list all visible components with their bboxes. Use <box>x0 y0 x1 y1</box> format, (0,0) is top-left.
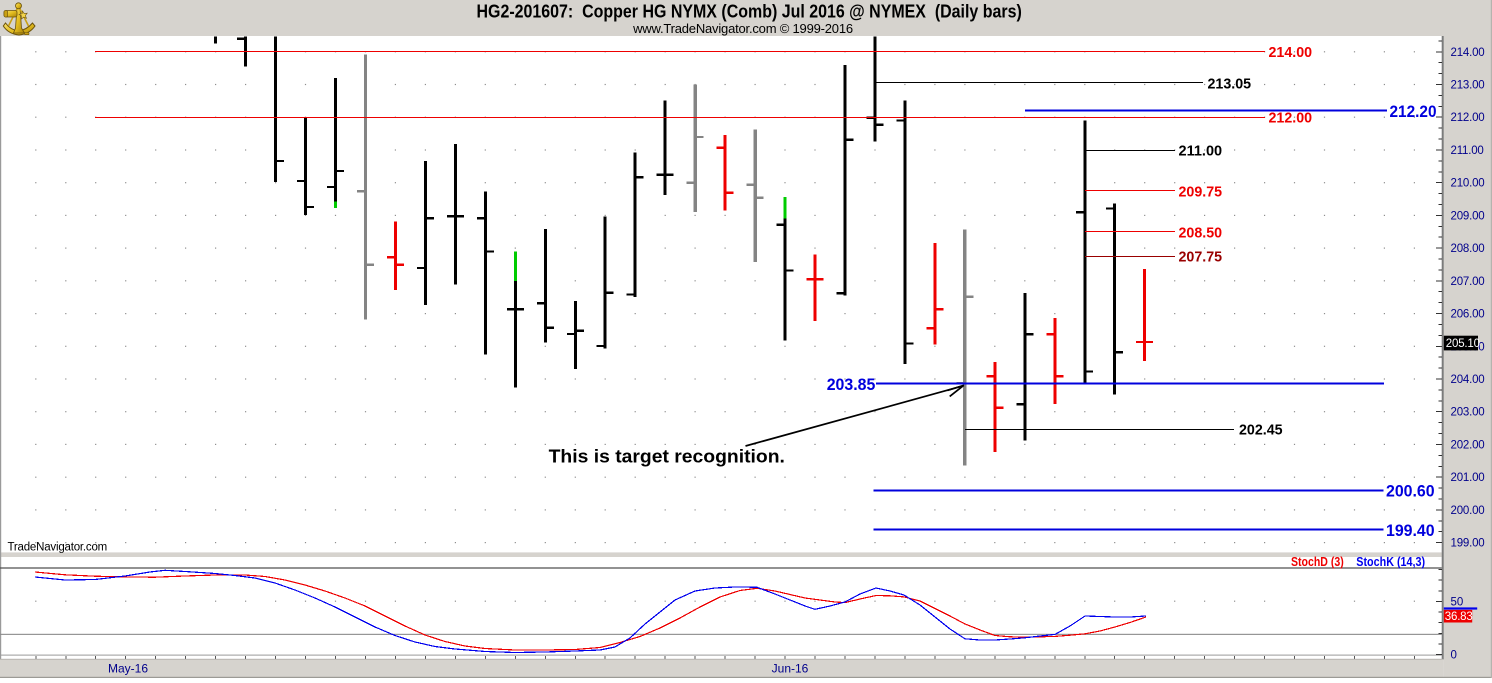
svg-text:HG2-201607: Copper HG NYMX (C: HG2-201607: Copper HG NYMX (Comb) Jul 20… <box>477 1 1022 22</box>
svg-text:Jun-16: Jun-16 <box>772 662 809 676</box>
svg-text:210.00: 210.00 <box>1451 178 1485 190</box>
svg-text:201.00: 201.00 <box>1451 472 1485 484</box>
svg-text:212.00: 212.00 <box>1269 110 1313 127</box>
svg-text:StochD (3): StochD (3) <box>1291 555 1344 569</box>
svg-text:200.00: 200.00 <box>1451 505 1485 517</box>
svg-text:214.00: 214.00 <box>1451 47 1485 59</box>
svg-text:This is target recognition.: This is target recognition. <box>549 447 785 467</box>
svg-text:205.10: 205.10 <box>1446 338 1480 350</box>
svg-text:214.00: 214.00 <box>1269 44 1313 61</box>
svg-text:208.50: 208.50 <box>1179 224 1223 241</box>
svg-text:203.00: 203.00 <box>1451 407 1485 419</box>
svg-text:213.00: 213.00 <box>1451 80 1485 92</box>
svg-text:202.00: 202.00 <box>1451 439 1485 451</box>
svg-text:StochK (14,3): StochK (14,3) <box>1356 555 1425 569</box>
svg-text:209.75: 209.75 <box>1179 183 1223 200</box>
svg-text:May-16: May-16 <box>108 662 148 676</box>
svg-text:199.40: 199.40 <box>1386 521 1435 540</box>
svg-text:207.00: 207.00 <box>1451 276 1485 288</box>
svg-text:209.00: 209.00 <box>1451 210 1485 222</box>
svg-text:www.TradeNavigator.com © 1999-: www.TradeNavigator.com © 1999-2016 <box>632 21 853 36</box>
svg-text:36.83: 36.83 <box>1445 611 1473 623</box>
svg-text:212.00: 212.00 <box>1451 112 1485 124</box>
svg-text:206.00: 206.00 <box>1451 309 1485 321</box>
svg-text:0: 0 <box>1451 650 1457 662</box>
svg-text:50: 50 <box>1451 596 1464 608</box>
svg-text:212.20: 212.20 <box>1390 102 1437 121</box>
svg-text:213.05: 213.05 <box>1208 75 1252 92</box>
svg-text:204.00: 204.00 <box>1451 374 1485 386</box>
svg-text:199.00: 199.00 <box>1451 538 1485 550</box>
svg-text:211.00: 211.00 <box>1179 142 1223 159</box>
svg-text:200.60: 200.60 <box>1386 482 1435 501</box>
svg-text:207.75: 207.75 <box>1179 249 1223 266</box>
svg-text:211.00: 211.00 <box>1451 145 1484 157</box>
svg-text:203.85: 203.85 <box>827 375 876 394</box>
svg-text:TradeNavigator.com: TradeNavigator.com <box>8 542 108 554</box>
svg-text:202.45: 202.45 <box>1239 422 1283 439</box>
svg-text:208.00: 208.00 <box>1451 243 1485 255</box>
